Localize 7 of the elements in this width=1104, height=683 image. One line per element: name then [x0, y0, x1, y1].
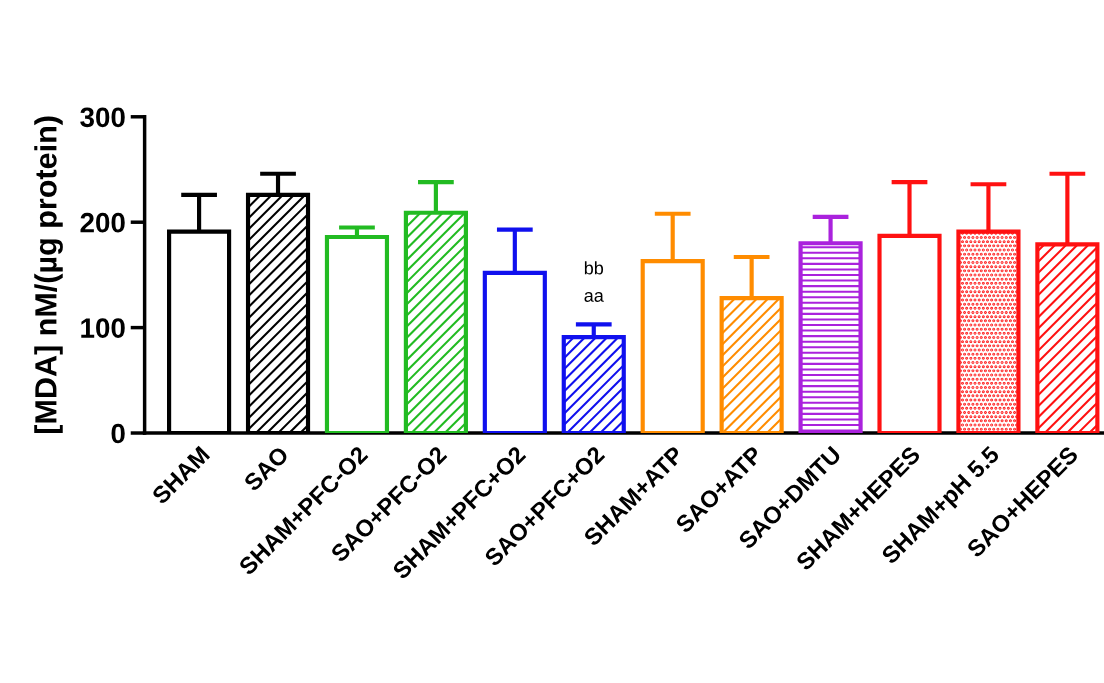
y-tick-label: 300: [80, 107, 125, 128]
y-axis-title: [MDA] nM/(µg protein): [34, 116, 63, 434]
y-tick-label: 0: [111, 423, 125, 444]
y-tick-label: 100: [81, 318, 125, 338]
y-tick-label: 200: [80, 212, 125, 233]
annotation: bb: [584, 261, 604, 275]
annotation: aa: [584, 292, 604, 302]
